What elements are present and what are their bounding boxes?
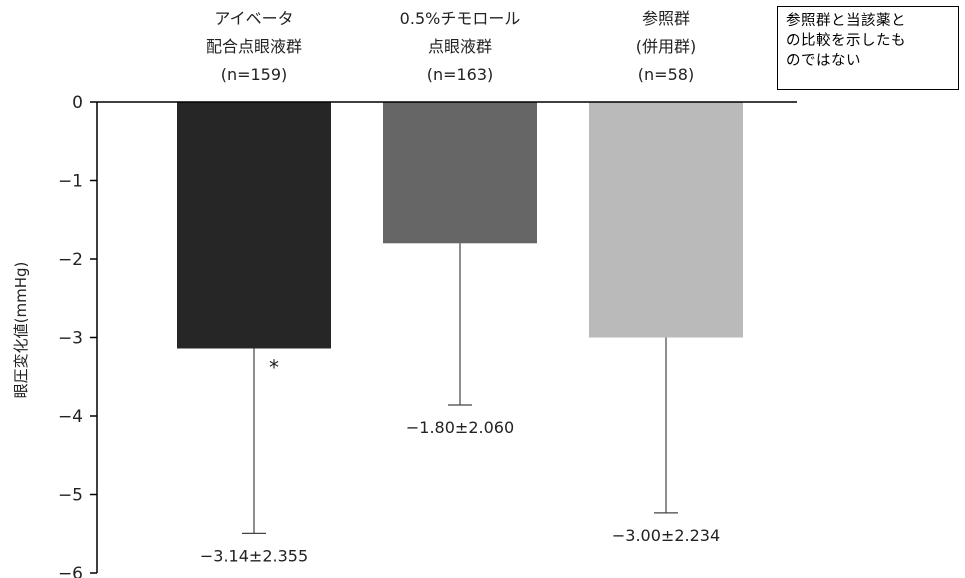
y-tick-label: −3 [58,329,83,349]
y-tick-label: −2 [58,250,83,270]
category-label-line: (n=163) [427,65,494,84]
category-label-line: (併用群) [636,37,697,56]
y-axis: 0 −1 −2 −3 −4 −5 −6 [58,93,98,578]
bars-group [177,102,743,349]
value-label: −3.14±2.355 [200,546,308,565]
y-tick-label: 0 [72,93,83,113]
value-labels: −3.14±2.355 * −1.80±2.060 −3.00±2.234 [200,355,720,565]
category-label-line: 配合点眼液群 [206,37,302,56]
y-tick-label: −4 [58,407,83,427]
category-label-line: アイベータ [214,9,293,28]
y-tick-label: −5 [58,486,83,506]
category-label-line: (n=159) [221,65,288,84]
y-tick-label: −1 [58,172,83,192]
annotation-note: 参照群と当該薬と の比較を示したも のではない [777,6,959,90]
category-label-line: 参照群 [642,9,690,28]
value-label: −3.00±2.234 [612,526,720,545]
category-label-line: (n=58) [638,65,694,84]
value-label: −1.80±2.060 [406,418,514,437]
y-tick-label: −6 [58,564,83,578]
error-bars-group [242,243,678,534]
category-label-line: 0.5%チモロール [400,9,521,28]
bar [589,102,743,338]
y-axis-label: 眼圧変化値(mmHg) [12,262,30,399]
significance-marker: * [269,355,279,379]
bar [383,102,537,244]
bar [177,102,331,349]
category-label-line: 点眼液群 [428,37,492,56]
